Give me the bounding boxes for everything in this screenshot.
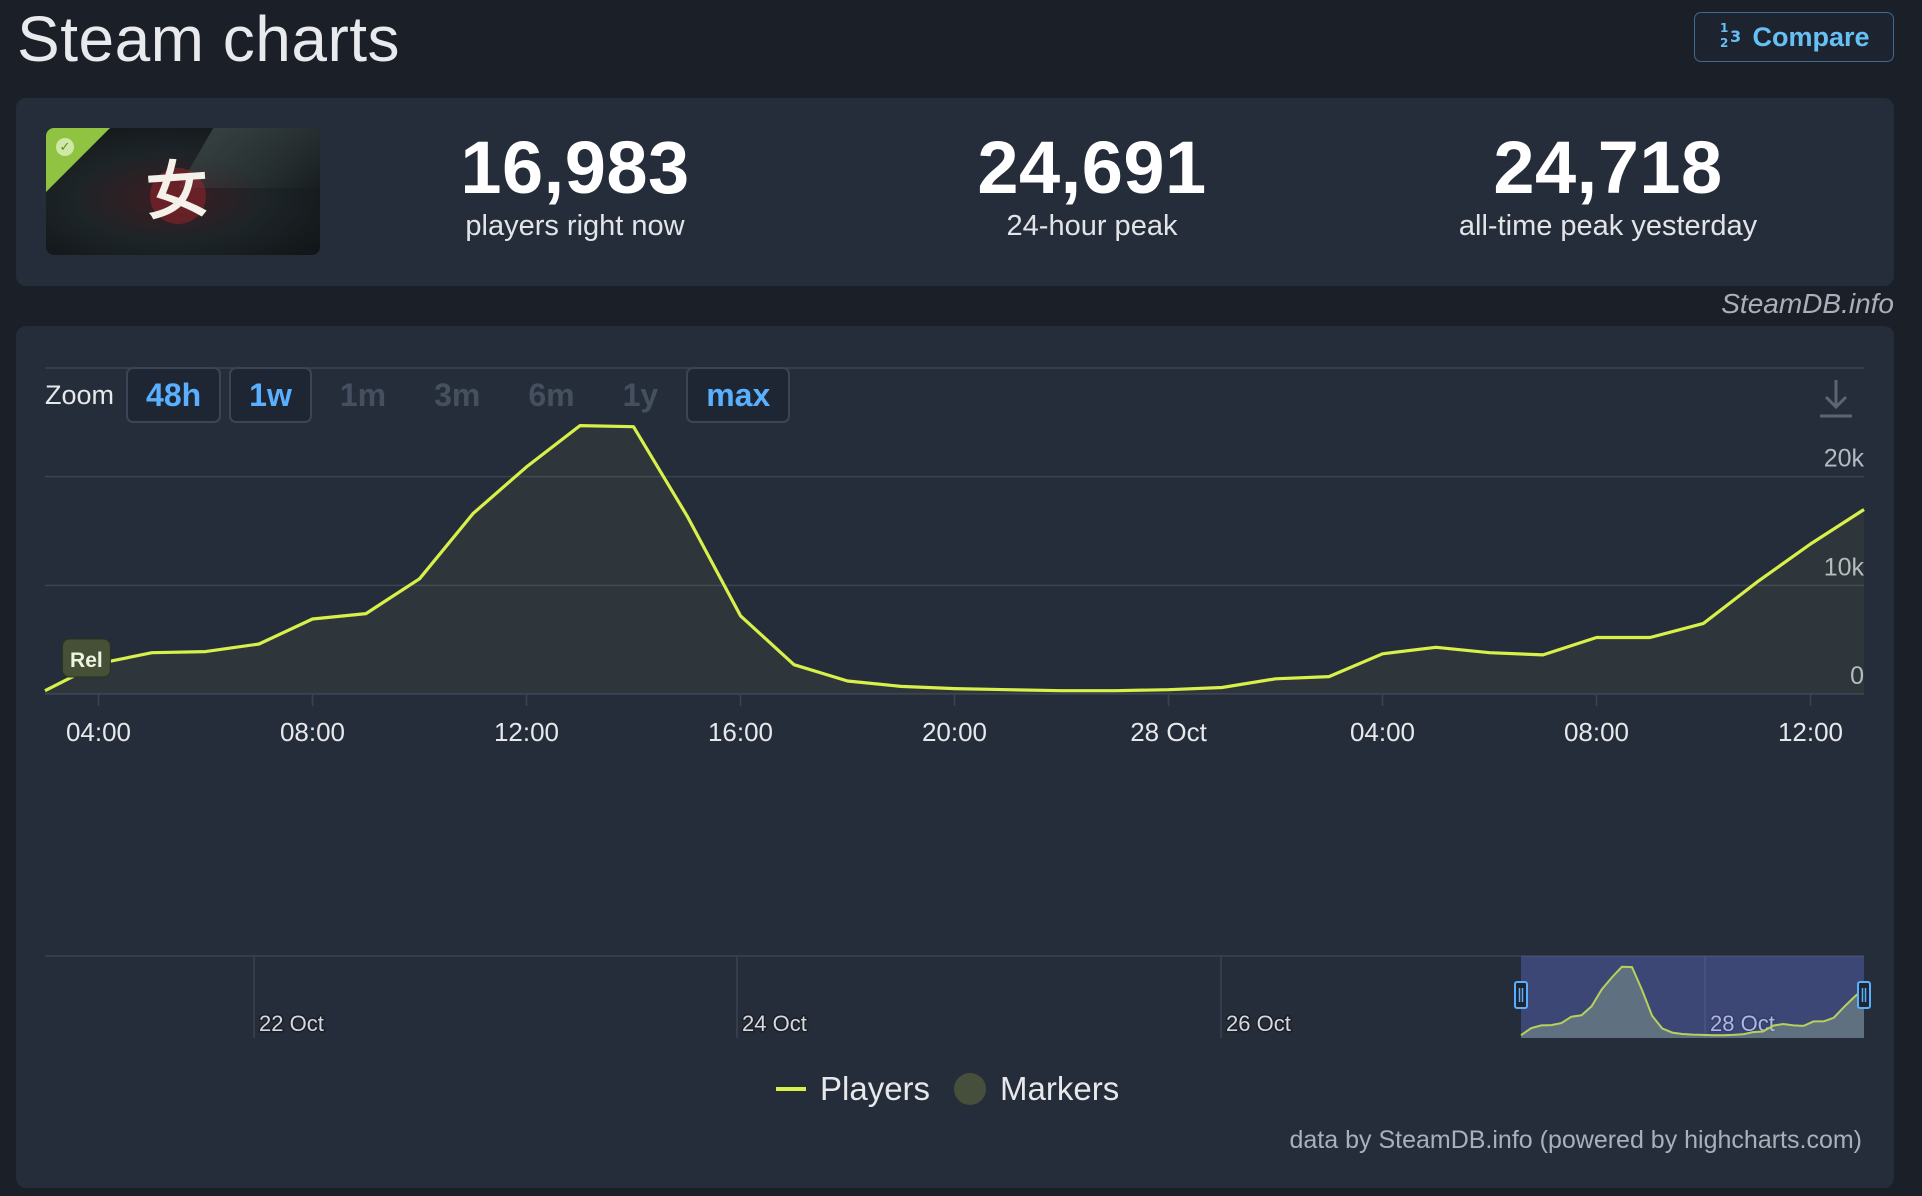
- legend-players[interactable]: Players: [776, 1070, 930, 1108]
- y-tick-label: 0: [1850, 662, 1864, 690]
- x-tick-label: 16:00: [708, 717, 773, 747]
- navigator-label: 22 Oct: [259, 1011, 324, 1036]
- steamdb-credit[interactable]: SteamDB.info: [1721, 288, 1894, 319]
- legend-markers[interactable]: Markers: [954, 1070, 1119, 1108]
- x-tick-label: 12:00: [1778, 717, 1843, 747]
- zoom-label: Zoom: [45, 379, 115, 410]
- x-tick-label: 04:00: [1350, 717, 1415, 747]
- compare-numbers-icon: 1 2 3: [1718, 20, 1744, 54]
- svg-text:2: 2: [1720, 36, 1728, 50]
- marker-flag-label: Rel: [70, 649, 103, 672]
- svg-text:1: 1: [1720, 21, 1728, 35]
- zoom-buttons: 48h 1w 1m 3m 6m 1y max: [126, 367, 798, 423]
- stat-24h-label: 24-hour peak: [1006, 210, 1178, 242]
- x-tick-label: 04:00: [66, 717, 131, 747]
- chart-credit[interactable]: data by SteamDB.info (powered by highcha…: [1289, 1126, 1863, 1154]
- legend-markers-swatch: [954, 1073, 987, 1105]
- chart-legend: Players Markers: [776, 1070, 1119, 1108]
- zoom-button-6m[interactable]: 6m: [528, 376, 575, 413]
- x-tick-label: 28 Oct: [1130, 717, 1207, 747]
- game-thumbnail[interactable]: 女 ✓: [46, 128, 320, 255]
- navigator-left-handle[interactable]: [1514, 981, 1528, 1009]
- download-icon[interactable]: [1816, 376, 1856, 420]
- legend-markers-label: Markers: [1000, 1070, 1120, 1107]
- stat-alltime-peak: 24,718 all-time peak yesterday: [1398, 128, 1818, 243]
- thumbnail-calligraphy: 女: [143, 151, 211, 230]
- compare-label: Compare: [1752, 21, 1870, 52]
- zoom-button-max[interactable]: max: [686, 367, 791, 423]
- zoom-button-3m[interactable]: 3m: [434, 376, 481, 413]
- x-tick-label: 20:00: [922, 717, 987, 747]
- stats-card: 女 ✓ 16,983 players right now 24,691 24-h…: [16, 98, 1894, 286]
- stat-alltime-value: 24,718: [1493, 126, 1723, 209]
- marker-flag[interactable]: [61, 638, 111, 678]
- zoom-bar: Zoom 48h 1w 1m 3m 6m 1y max: [45, 366, 798, 424]
- zoom-button-48h[interactable]: 48h: [126, 367, 222, 423]
- x-tick-label: 08:00: [280, 717, 345, 747]
- navigator-label: 26 Oct: [1226, 1011, 1291, 1036]
- page-title: Steam charts: [17, 3, 401, 75]
- x-tick-label: 12:00: [494, 717, 559, 747]
- stat-alltime-label: all-time peak yesterday: [1458, 210, 1758, 242]
- x-tick-label: 08:00: [1564, 717, 1629, 747]
- stat-24h-peak: 24,691 24-hour peak: [882, 128, 1302, 243]
- thumbnail-corner: [46, 128, 110, 192]
- navigator-right-handle[interactable]: [1857, 981, 1871, 1009]
- legend-players-swatch: [776, 1087, 806, 1091]
- players-area: [45, 425, 1864, 694]
- stat-current-value: 16,983: [460, 126, 690, 209]
- stat-24h-value: 24,691: [977, 126, 1207, 209]
- stat-current-players: 16,983 players right now: [365, 128, 785, 243]
- navigator-label: 24 Oct: [742, 1011, 807, 1036]
- compare-button[interactable]: 1 2 3 Compare: [1694, 12, 1894, 62]
- zoom-button-1m[interactable]: 1m: [339, 376, 387, 413]
- navigator-line: [1520, 965, 1865, 1037]
- zoom-button-1y[interactable]: 1y: [622, 376, 659, 413]
- svg-text:3: 3: [1730, 27, 1741, 46]
- y-tick-label: 10k: [1824, 553, 1865, 581]
- stat-current-label: players right now: [465, 210, 685, 242]
- y-tick-label: 20k: [1824, 445, 1865, 473]
- thumbnail-seal: [150, 168, 206, 224]
- players-chart[interactable]: 0 10k 20k 04:00 08:00 12:00 16:00 20:00 28 Oct 04…: [16, 326, 1894, 1188]
- legend-players-label: Players: [820, 1070, 931, 1107]
- players-line[interactable]: [44, 423, 1865, 693]
- steam-badge-icon: ✓: [56, 138, 74, 156]
